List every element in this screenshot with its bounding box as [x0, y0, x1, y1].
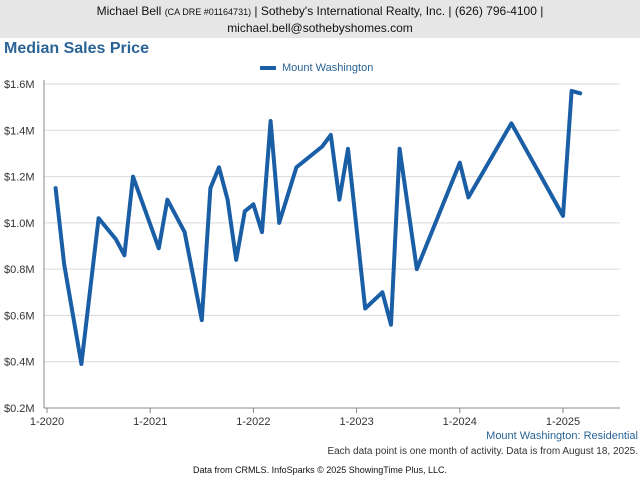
legend-label: Mount Washington: [282, 62, 374, 74]
x-tick-label: 1-2021: [133, 416, 167, 428]
agent-company-phone: | Sotheby's International Realty, Inc. |…: [254, 4, 544, 18]
y-tick-label: $0.2M: [4, 403, 35, 415]
y-tick-label: $1.2M: [4, 172, 35, 184]
x-tick-label: 1-2024: [443, 416, 477, 428]
y-tick-label: $0.4M: [4, 357, 35, 369]
agent-header: Michael Bell (CA DRE #01164731) | Sotheb…: [0, 0, 640, 38]
agent-header-line1: Michael Bell (CA DRE #01164731) | Sotheb…: [0, 3, 640, 20]
data-note: Each data point is one month of activity…: [327, 446, 638, 457]
y-tick-label: $1.6M: [4, 79, 35, 91]
y-tick-label: $1.4M: [4, 125, 35, 137]
data-source-footer: Data from CRMLS. InfoSparks © 2025 Showi…: [193, 465, 447, 475]
agent-license: (CA DRE #01164731): [164, 7, 252, 17]
agent-name: Michael Bell: [96, 4, 162, 18]
x-tick-label: 1-2025: [546, 416, 580, 428]
legend-swatch: [260, 66, 276, 70]
y-tick-label: $0.6M: [4, 310, 35, 322]
y-tick-label: $0.8M: [4, 264, 35, 276]
x-tick-label: 1-2022: [236, 416, 270, 428]
x-tick-label: 1-2020: [30, 416, 64, 428]
chart-title: Median Sales Price: [4, 40, 149, 57]
x-tick-label: 1-2023: [339, 416, 373, 428]
series-line-mount-washington: [53, 88, 583, 366]
agent-email[interactable]: michael.bell@sothebyshomes.com: [227, 21, 413, 35]
series-caption: Mount Washington: Residential: [486, 430, 638, 442]
chart-legend: Mount Washington: [260, 62, 373, 74]
y-tick-label: $1.0M: [4, 218, 35, 230]
